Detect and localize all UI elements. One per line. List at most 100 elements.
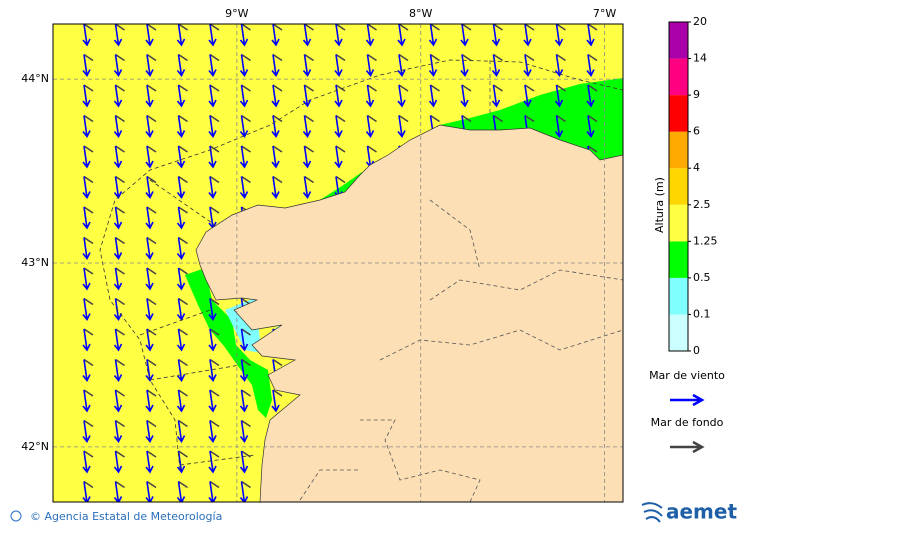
swell-arrow: [83, 145, 94, 153]
colorbar-label: 9: [693, 88, 700, 101]
wind-arrow: [460, 24, 469, 47]
wind-arrow: [113, 389, 123, 413]
wind-arrow: [176, 359, 186, 382]
wind-arrow: [82, 389, 91, 413]
wind-arrow: [428, 24, 438, 47]
credit: © Agencia Estatal de Meteorología: [30, 510, 222, 523]
colorbar-band: [669, 204, 688, 242]
swell-arrow: [115, 358, 125, 367]
swell-arrow: [115, 297, 125, 306]
swell-arrow: [461, 24, 472, 31]
swell-arrow: [209, 450, 220, 458]
lat-label: 43°N: [21, 256, 49, 269]
swell-arrow: [115, 389, 125, 397]
wind-arrow: [208, 420, 217, 443]
wind-arrow: [208, 176, 217, 199]
swell-arrow: [178, 145, 188, 153]
swell-arrow: [115, 175, 125, 184]
wind-arrow: [239, 328, 249, 352]
wind-arrow: [82, 24, 91, 47]
swell-arrow: [335, 53, 346, 62]
colorbar-label: 14: [693, 52, 707, 65]
wind-arrow: [145, 115, 154, 138]
swell-arrow: [209, 480, 220, 489]
wind-arrow: [428, 84, 438, 108]
wind-arrow: [271, 24, 280, 47]
wind-arrow: [176, 176, 186, 199]
wind-arrow: [176, 54, 186, 77]
wind-arrow: [334, 115, 343, 138]
wind-arrow: [113, 481, 123, 502]
wind-arrow: [302, 145, 312, 169]
wind-arrow: [554, 115, 564, 138]
swell-arrow: [398, 84, 409, 92]
swell-arrow: [115, 267, 125, 275]
swell-arrow: [209, 389, 220, 397]
swell-arrow: [335, 114, 346, 123]
wind-arrow: [113, 24, 123, 47]
wind-arrow: [271, 176, 280, 199]
wind-arrow: [239, 450, 249, 474]
swell-arrow: [178, 328, 188, 336]
swell-arrow: [304, 53, 314, 62]
swell-arrow: [83, 358, 94, 367]
swell-arrow: [241, 24, 251, 31]
swell-arrow: [335, 84, 346, 92]
wind-arrow: [208, 450, 217, 474]
swell-arrow: [83, 53, 94, 62]
swell-arrow: [83, 389, 94, 397]
wind-arrow: [365, 84, 375, 108]
swell-arrow: [146, 175, 157, 184]
swell-arrow: [83, 236, 94, 245]
swell-arrow: [209, 419, 220, 428]
swell-arrow: [304, 145, 314, 153]
wind-arrow: [208, 24, 217, 47]
swell-arrow: [524, 24, 535, 31]
swell-arrow: [367, 84, 377, 92]
wind-arrow: [460, 54, 469, 77]
wind-arrow: [113, 420, 123, 443]
swell-arrow: [83, 450, 94, 458]
wind-arrow: [586, 115, 595, 138]
swell-arrow: [587, 84, 598, 92]
swell-arrow: [178, 297, 188, 306]
wind-arrow: [176, 420, 186, 443]
swell-arrow: [241, 84, 251, 92]
wind-arrow: [397, 54, 406, 77]
colorbar-label: 6: [693, 125, 700, 138]
wind-arrow: [113, 84, 123, 108]
swell-arrow: [209, 175, 220, 184]
wind-arrow: [113, 54, 123, 77]
wind-arrow: [365, 115, 375, 138]
wind-arrow: [334, 24, 343, 47]
swell-arrow: [83, 24, 94, 31]
swell-arrow: [461, 84, 472, 92]
wind-arrow: [113, 267, 123, 291]
wind-arrow: [176, 115, 186, 138]
lon-label: 7°W: [593, 7, 616, 20]
wind-arrow: [82, 84, 91, 108]
wind-arrow: [145, 54, 154, 77]
swell-arrow: [115, 480, 125, 489]
wind-arrow: [271, 389, 280, 413]
swell-arrow: [367, 24, 377, 31]
swell-arrow: [146, 480, 157, 489]
swell-arrow: [272, 145, 283, 153]
wind-arrow: [113, 237, 123, 260]
swell-arrow: [304, 114, 314, 123]
swell-arrow: [209, 358, 220, 367]
wind-arrow: [302, 54, 312, 77]
wind-arrow: [586, 24, 595, 47]
swell-arrow: [430, 84, 440, 92]
wind-arrow: [239, 389, 249, 413]
wind-arrow: [239, 84, 249, 108]
swell-arrow: [146, 84, 157, 92]
wind-arrow: [176, 84, 186, 108]
wind-arrow: [428, 54, 438, 77]
swell-arrow: [83, 480, 94, 489]
graticule: [53, 24, 623, 502]
wind-arrow: [491, 54, 501, 77]
wind-arrow: [271, 115, 280, 138]
swell-arrow: [524, 53, 535, 62]
wind-arrow: [113, 115, 123, 138]
